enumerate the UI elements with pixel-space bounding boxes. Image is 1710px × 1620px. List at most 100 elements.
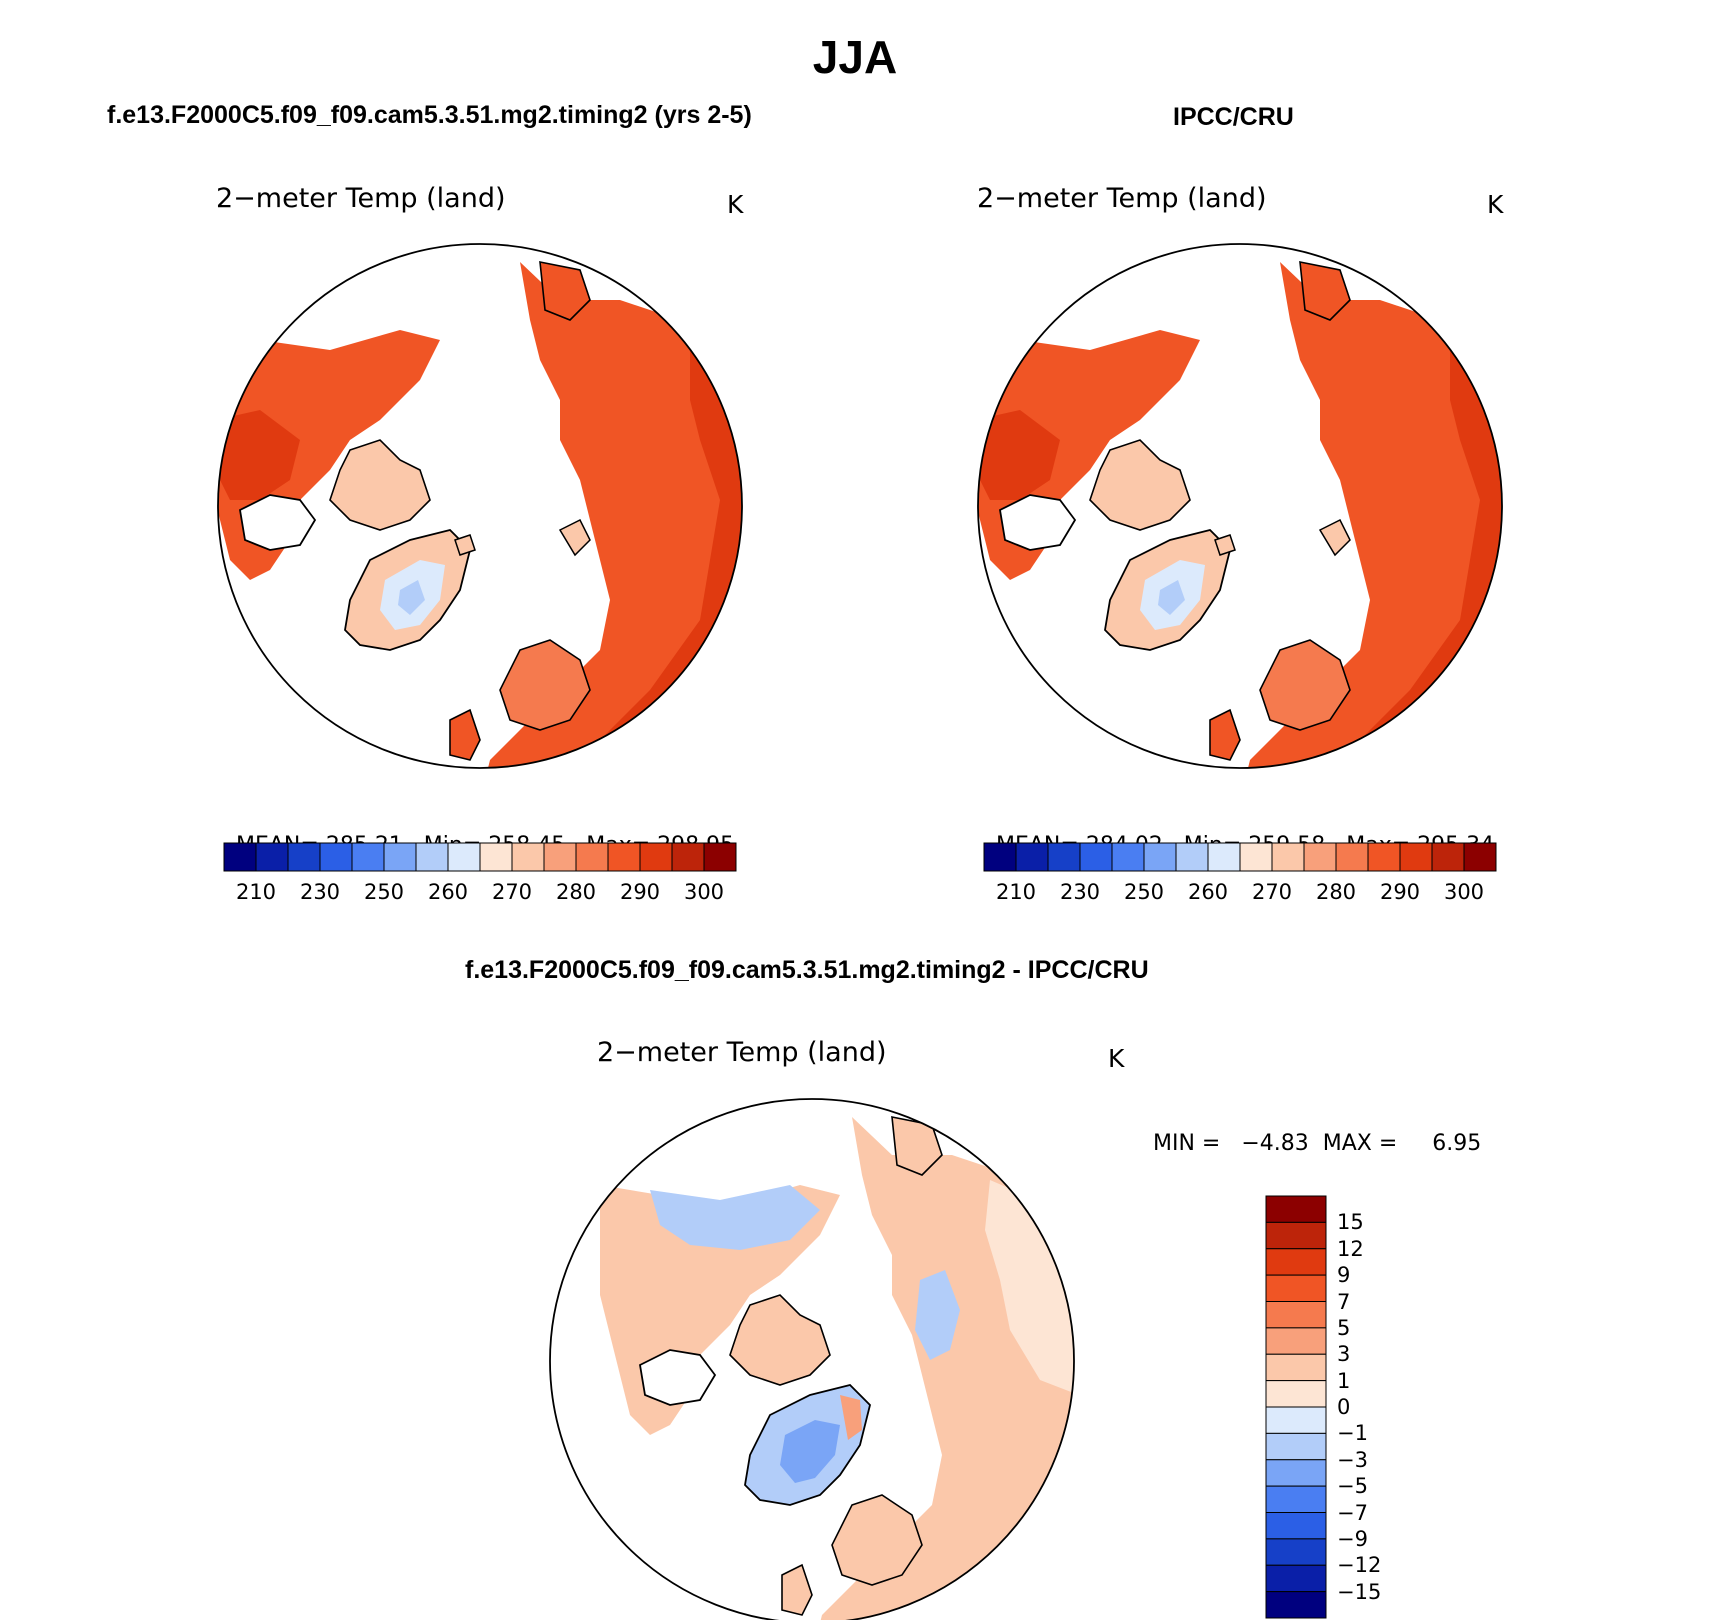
diff-colorbar-swatch <box>1265 1459 1327 1487</box>
model-colorbar-swatch <box>351 842 385 872</box>
diff-colorbar-swatch <box>1265 1406 1327 1434</box>
obs-colorbar-tick-label: 250 <box>1123 880 1165 904</box>
model-variable-title: 2−meter Temp (land) <box>216 183 506 214</box>
obs-colorbar-tick-label: 230 <box>1059 880 1101 904</box>
diff-greenland-cold <box>780 1420 840 1483</box>
diff-colorbar-swatch <box>1265 1327 1327 1355</box>
obs-colorbar-swatch <box>1399 842 1433 872</box>
model-colorbar <box>223 842 737 872</box>
diff-colorbar-tick-label: 5 <box>1337 1315 1351 1340</box>
model-colorbar-swatch <box>415 842 449 872</box>
model-colorbar-tick-label: 280 <box>555 880 597 904</box>
obs-uk <box>1209 708 1241 761</box>
diff-colorbar-swatch <box>1265 1538 1327 1566</box>
model-scandinavia <box>499 639 591 731</box>
diff-colorbar-tick-label: −12 <box>1337 1553 1382 1578</box>
diff-colorbar-tick-label: −7 <box>1337 1500 1368 1525</box>
obs-colorbar-swatch <box>1303 842 1337 872</box>
obs-colorbar-tick-label: 280 <box>1315 880 1357 904</box>
diff-greenland-east <box>840 1395 862 1440</box>
diff-colorbar-swatch <box>1265 1432 1327 1461</box>
obs-colorbar-swatch <box>1239 842 1273 872</box>
model-colorbar-swatch <box>671 842 705 872</box>
obs-colorbar-swatch <box>1079 842 1113 872</box>
diff-colorbar-tick-label: 9 <box>1337 1263 1351 1288</box>
model-colorbar-swatch <box>223 842 257 872</box>
diff-map-border <box>549 1098 1075 1620</box>
diff-colorbar-ticks: 15 12 9 7 5 3 1 0 −1 −3 −5 −7 −9 −12 −15 <box>1337 1196 1417 1618</box>
obs-north-america-west <box>978 410 1060 500</box>
diff-colorbar-swatch <box>1265 1301 1327 1329</box>
model-hudson-bay <box>239 494 317 551</box>
diff-hudson-bay <box>639 1349 717 1406</box>
diff-variable-title: 2−meter Temp (land) <box>597 1037 887 1068</box>
model-colorbar-swatch <box>319 842 353 872</box>
obs-panel-header: IPCC/CRU <box>1173 103 1294 131</box>
model-colorbar-swatch <box>703 842 737 872</box>
obs-colorbar-swatch <box>1335 842 1369 872</box>
obs-colorbar-tick-label: 210 <box>995 880 1037 904</box>
obs-greenland-core <box>1158 580 1185 615</box>
obs-unit-label: K <box>1487 190 1504 219</box>
diff-colorbar-tick-label: −3 <box>1337 1447 1368 1472</box>
model-north-america-west <box>218 410 300 500</box>
diff-panel-header: f.e13.F2000C5.f09_f09.cam5.3.51.mg2.timi… <box>465 956 1149 984</box>
obs-colorbar-swatch <box>1431 842 1465 872</box>
diff-colorbar-swatch <box>1265 1591 1327 1619</box>
obs-colorbar-swatch <box>1367 842 1401 872</box>
obs-colorbar-swatch <box>1111 842 1145 872</box>
diff-min-max: MIN = −4.83 MAX = 6.95 <box>1153 1131 1482 1156</box>
obs-chukotka <box>1299 261 1351 321</box>
obs-map-border <box>977 243 1503 769</box>
obs-colorbar-swatch <box>1143 842 1177 872</box>
model-colorbar-swatch <box>479 842 513 872</box>
model-greenland-core <box>398 580 425 615</box>
obs-colorbar-tick-label: 290 <box>1379 880 1421 904</box>
diff-colorbar-tick-label: 0 <box>1337 1395 1351 1419</box>
model-colorbar-swatch <box>447 842 481 872</box>
model-colorbar-swatch <box>511 842 545 872</box>
diff-colorbar <box>1265 1195 1327 1619</box>
obs-colorbar-ticks: 210 230 250 260 270 280 290 300 <box>984 880 1496 908</box>
diff-colorbar-swatch <box>1265 1353 1327 1382</box>
diff-colorbar-swatch <box>1265 1564 1327 1593</box>
model-unit-label: K <box>727 190 744 219</box>
obs-colorbar-swatch <box>1271 842 1305 872</box>
diff-colorbar-swatch <box>1265 1274 1327 1302</box>
obs-colorbar-tick-label: 300 <box>1443 880 1485 904</box>
diff-colorbar-tick-label: −1 <box>1337 1421 1368 1446</box>
model-archipelago <box>329 439 431 531</box>
diff-colorbar-swatch <box>1265 1485 1327 1513</box>
obs-colorbar-swatch <box>1175 842 1209 872</box>
obs-variable-title: 2−meter Temp (land) <box>977 183 1267 214</box>
diff-colorbar-swatch <box>1265 1195 1327 1223</box>
diff-colorbar-tick-label: −9 <box>1337 1526 1368 1551</box>
page-title: JJA <box>812 31 898 83</box>
diff-colorbar-tick-label: 12 <box>1337 1236 1364 1261</box>
diff-unit-label: K <box>1108 1044 1125 1073</box>
obs-archipelago <box>1089 439 1191 531</box>
diff-colorbar-swatch <box>1265 1248 1327 1276</box>
diff-colorbar-tick-label: −5 <box>1337 1474 1368 1499</box>
model-colorbar-swatch <box>575 842 609 872</box>
model-colorbar-tick-label: 300 <box>683 880 725 904</box>
obs-colorbar-tick-label: 260 <box>1187 880 1229 904</box>
diff-canada-cool <box>650 1185 820 1250</box>
diff-colorbar-tick-label: 7 <box>1337 1289 1351 1314</box>
diff-colorbar-tick-label: 15 <box>1337 1210 1364 1235</box>
diff-colorbar-swatch <box>1265 1221 1327 1250</box>
model-colorbar-swatch <box>543 842 577 872</box>
model-colorbar-swatch <box>607 842 641 872</box>
model-chukotka <box>539 261 591 321</box>
model-colorbar-swatch <box>255 842 289 872</box>
model-uk <box>449 708 481 761</box>
obs-hudson-bay <box>999 494 1077 551</box>
diff-west-siberia-cool <box>915 1270 960 1360</box>
model-colorbar-swatch <box>639 842 673 872</box>
model-colorbar-tick-label: 250 <box>363 880 405 904</box>
obs-scandinavia <box>1259 639 1351 731</box>
model-map-border <box>217 243 743 769</box>
diff-colorbar-swatch <box>1265 1512 1327 1540</box>
obs-colorbar-tick-label: 270 <box>1251 880 1293 904</box>
